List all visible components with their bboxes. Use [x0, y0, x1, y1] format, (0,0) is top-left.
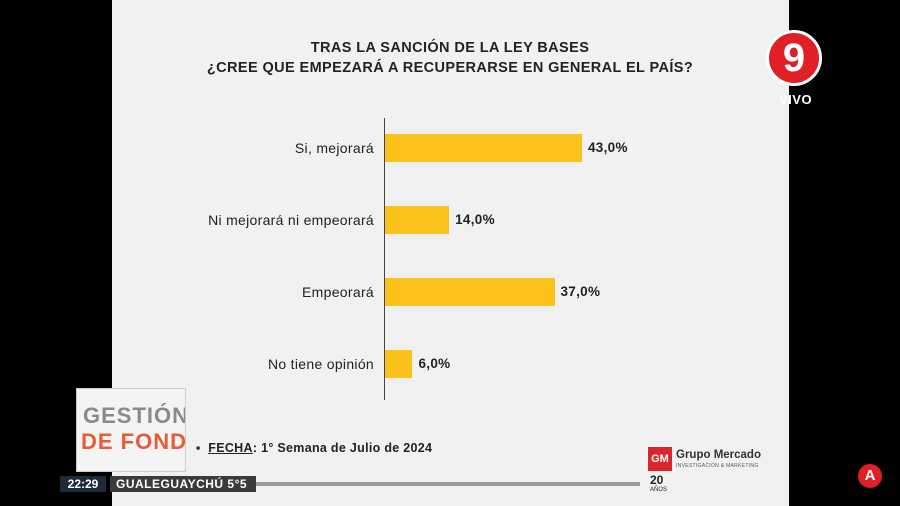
category-label: Empeorará	[302, 284, 374, 300]
fecha-text: : 1° Semana de Julio de 2024	[252, 441, 433, 455]
live-label: VIVO	[779, 92, 813, 107]
channel-9-logo: 9	[766, 30, 822, 86]
gm-years-word: AÑOS	[650, 487, 668, 493]
category-label: No tiene opinión	[268, 356, 374, 372]
program-name-line1: GESTIÓN	[83, 403, 186, 428]
bar	[385, 206, 450, 234]
bar-value-label: 37,0%	[560, 284, 601, 299]
gm-logo-box: GM	[648, 447, 672, 471]
gm-name: Grupo Mercado	[676, 449, 761, 461]
program-logo: GESTIÓN DE FONDO	[76, 388, 186, 472]
gm-years: 20	[650, 473, 664, 487]
ticker-bar	[256, 482, 640, 486]
y-axis-line	[384, 118, 385, 400]
news-ticker: 22:29 GUALEGUAYCHÚ 5°5	[60, 476, 640, 492]
clock: 22:29	[60, 476, 106, 492]
category-label: Ni mejorará ni empeorará	[208, 212, 374, 228]
bar-value-label: 43,0%	[588, 140, 628, 155]
fecha-label: FECHA	[208, 441, 253, 455]
bar	[385, 134, 582, 162]
category-label: Si, mejorará	[294, 140, 374, 156]
bar-value-label: 14,0%	[455, 212, 495, 227]
chart-subtitle: ¿CREE QUE EMPEZARÁ A RECUPERARSE EN GENE…	[206, 60, 694, 76]
city-temperature: GUALEGUAYCHÚ 5°5	[110, 476, 256, 492]
chart-title: TRAS LA SANCIÓN DE LA LEY BASES	[310, 40, 590, 56]
bar-value-label: 6,0%	[418, 356, 451, 371]
gm-tagline: INVESTIGACIÓN & MARKETING	[676, 463, 759, 469]
date-footnote: ▪ FECHA: 1° Semana de Julio de 2024	[196, 441, 433, 455]
bar	[385, 278, 555, 306]
program-name-line2: DE FONDO	[81, 429, 186, 454]
corner-channel-icon: A	[858, 464, 882, 488]
slide	[112, 0, 789, 506]
bar	[385, 350, 413, 378]
